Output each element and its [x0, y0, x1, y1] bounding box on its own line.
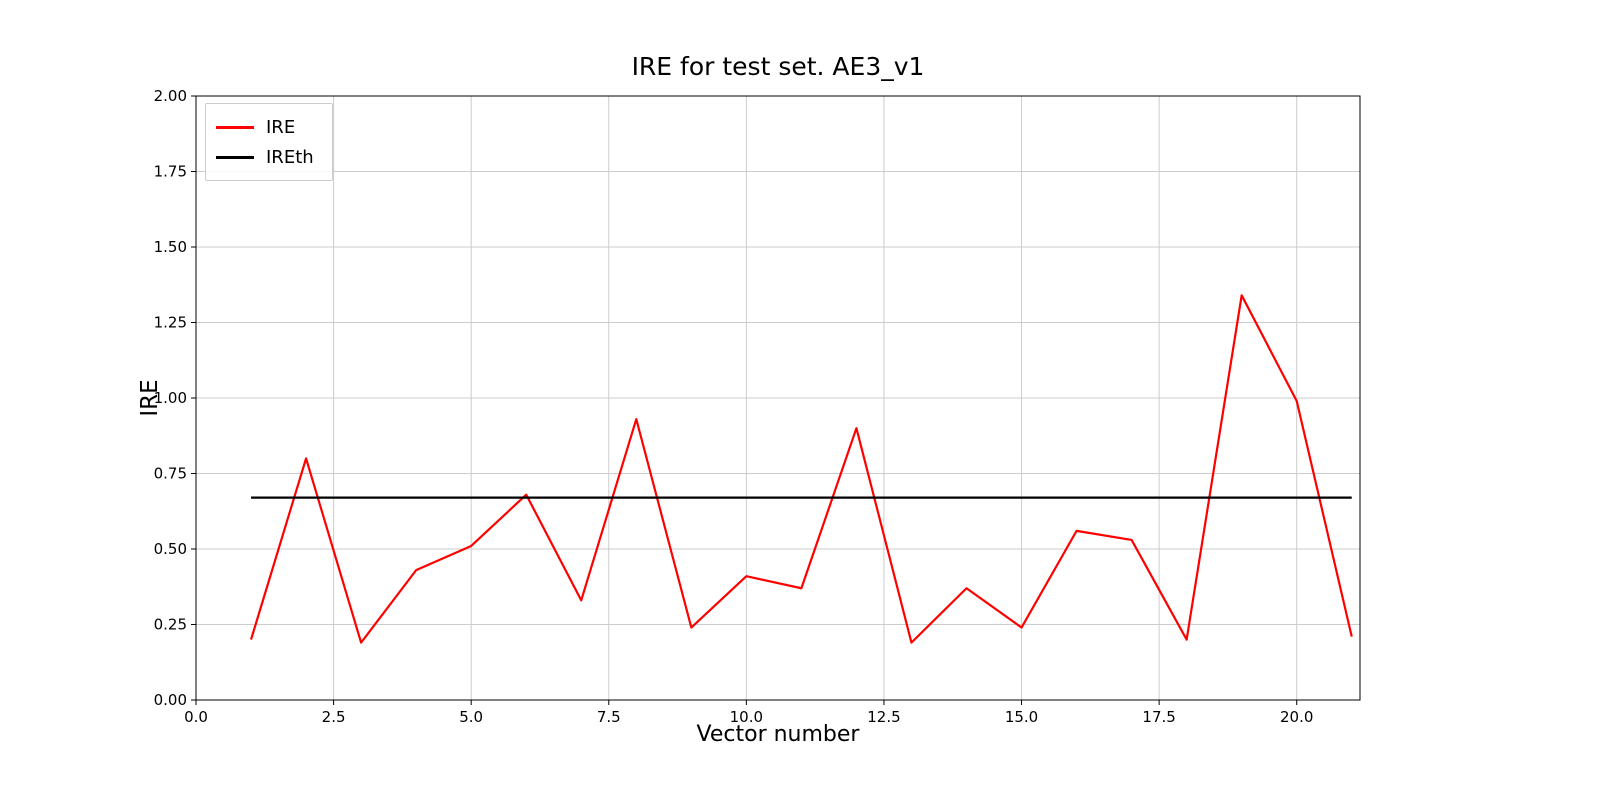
x-tick-label: 17.5	[1142, 708, 1175, 726]
legend-label-ireth: IREth	[266, 146, 314, 168]
chart-title: IRE for test set. AE3_v1	[631, 52, 925, 81]
x-tick-label: 7.5	[597, 708, 621, 726]
legend-label-ire: IRE	[266, 116, 296, 138]
y-tick-label: 1.50	[154, 238, 187, 256]
x-tick-label: 0.0	[184, 708, 208, 726]
y-tick-label: 0.00	[154, 691, 187, 709]
y-tick-label: 1.75	[154, 163, 187, 181]
x-tick-label: 2.5	[322, 708, 346, 726]
x-axis-label: Vector number	[696, 722, 860, 747]
y-tick-label: 0.50	[154, 540, 187, 558]
y-tick-label: 0.75	[154, 465, 187, 483]
x-tick-label: 5.0	[459, 708, 483, 726]
x-tick-label: 12.5	[867, 708, 900, 726]
legend-line-sample-ireth	[216, 155, 254, 159]
legend-entry-ire: IRE	[216, 112, 314, 142]
x-tick-label: 10.0	[730, 708, 763, 726]
legend-entry-ireth: IREth	[216, 142, 314, 172]
x-tick-label: 20.0	[1280, 708, 1313, 726]
y-tick-label: 1.00	[154, 389, 187, 407]
series-line-ire	[249, 294, 1353, 644]
legend-line-sample-ire	[216, 125, 254, 129]
y-tick-label: 1.25	[154, 314, 187, 332]
x-tick-label: 15.0	[1005, 708, 1038, 726]
y-tick-label: 0.25	[154, 616, 187, 634]
legend: IRE IREth	[205, 103, 333, 181]
y-tick-label: 2.00	[154, 87, 187, 105]
